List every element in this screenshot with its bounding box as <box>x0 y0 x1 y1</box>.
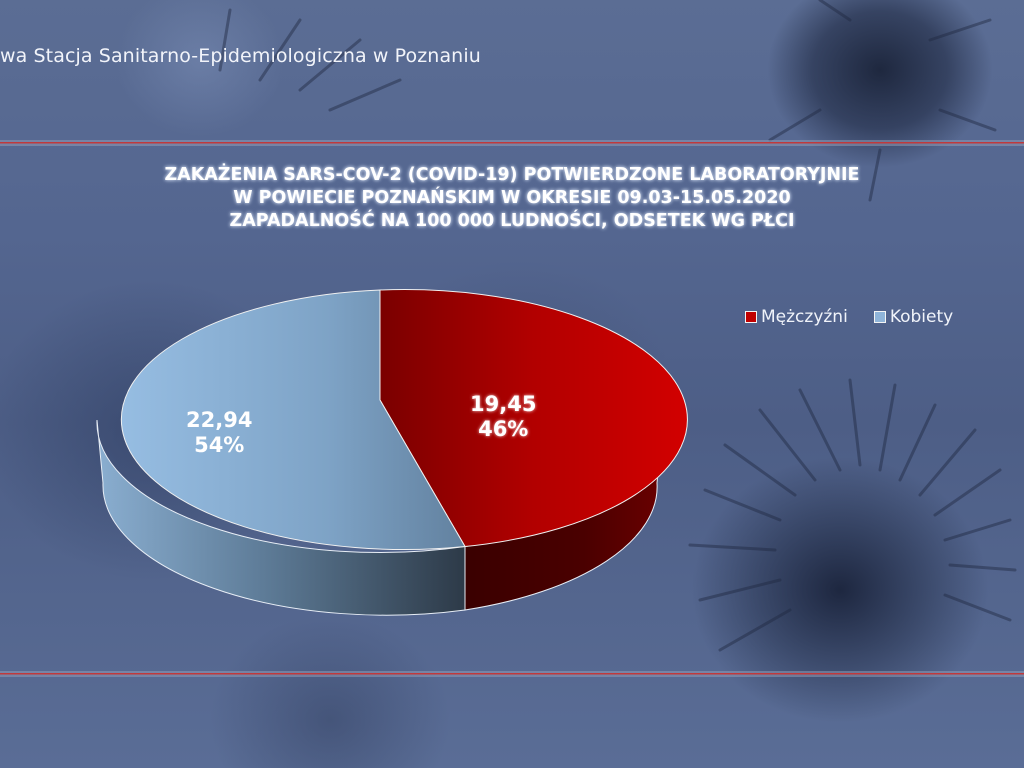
footer-divider-line <box>0 671 1024 677</box>
chart-title-line-2: W POWIECIE POZNAŃSKIM W OKRESIE 09.03-15… <box>233 188 791 208</box>
chart-legend: Mężczyźni Kobiety <box>745 307 953 327</box>
header-divider-line <box>0 140 1024 146</box>
data-label-men-value: 19,45 <box>470 392 537 416</box>
chart-title-line-3: ZAPADALNOŚĆ NA 100 000 LUDNOŚCI, ODSETEK… <box>229 211 795 231</box>
data-label-men-percent: 46% <box>478 417 529 441</box>
pie-slice-women[interactable] <box>120 289 466 550</box>
data-label-women-percent: 54% <box>194 433 245 457</box>
pie-slice-men[interactable] <box>379 289 688 548</box>
legend-swatch-women <box>873 311 886 323</box>
legend-item-men: Mężczyźni <box>745 307 848 327</box>
data-label-women-value: 22,94 <box>186 408 253 432</box>
chart-title-line-1: ZAKAŻENIA SARS-COV-2 (COVID-19) POTWIERD… <box>164 165 860 185</box>
legend-label-women: Kobiety <box>889 307 954 327</box>
legend-item-women: Kobiety <box>873 307 954 327</box>
chart-title: ZAKAŻENIA SARS-COV-2 (COVID-19) POTWIERD… <box>0 164 1024 233</box>
organization-name: wa Stacja Sanitarno-Epidemiologiczna w P… <box>0 45 481 67</box>
legend-label-men: Mężczyźni <box>761 307 848 327</box>
data-label-women: 22,94 54% <box>186 408 252 458</box>
legend-swatch-men <box>745 311 757 323</box>
data-label-men: 19,45 46% <box>470 392 536 442</box>
